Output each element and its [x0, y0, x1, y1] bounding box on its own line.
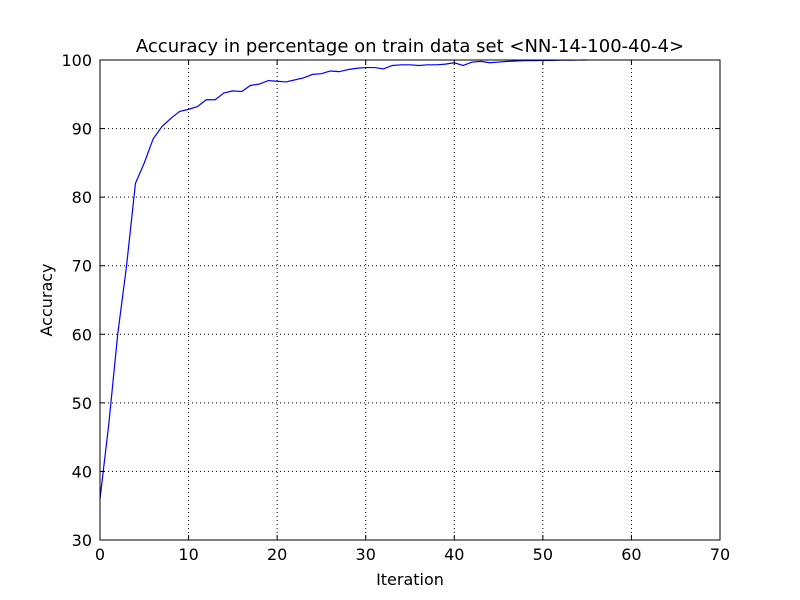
y-axis-label: Accuracy: [37, 263, 56, 336]
y-tick-label: 30: [72, 531, 92, 550]
x-tick-label: 20: [267, 545, 287, 564]
x-tick-label: 0: [95, 545, 105, 564]
x-tick-label: 50: [533, 545, 553, 564]
y-tick-label: 80: [72, 188, 92, 207]
x-axis-label: Iteration: [376, 570, 444, 589]
y-tick-label: 40: [72, 462, 92, 481]
accuracy-series-line: [99, 59, 588, 499]
grid: [100, 60, 720, 540]
y-tick-label: 100: [61, 51, 92, 70]
chart-title: Accuracy in percentage on train data set…: [136, 36, 684, 57]
y-tick-label: 50: [72, 394, 92, 413]
x-tick-label: 10: [178, 545, 198, 564]
series-layer: [99, 59, 588, 499]
x-tick-label: 60: [621, 545, 641, 564]
y-tick-label: 70: [72, 257, 92, 276]
x-tick-label: 40: [444, 545, 464, 564]
y-tick-label: 90: [72, 120, 92, 139]
x-tick-label: 30: [356, 545, 376, 564]
x-tick-label: 70: [710, 545, 730, 564]
plot-area-frame: [99, 59, 721, 541]
ticks: 0 10 20 30 40 50 60 70 30 40 50 60 70 80 90 100: [61, 51, 730, 564]
y-tick-label: 60: [72, 325, 92, 344]
